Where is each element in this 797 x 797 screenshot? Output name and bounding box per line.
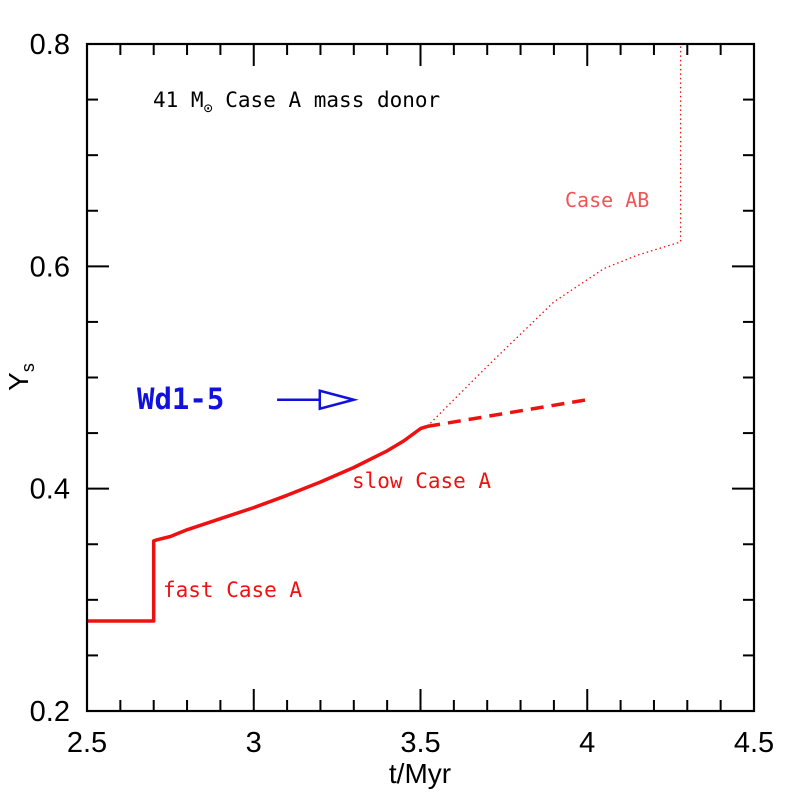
x-tick-label: 4 <box>579 727 595 759</box>
y-tick-labels: 0.2 0.4 0.6 0.8 <box>30 29 70 728</box>
x-tick-labels: 2.5 3 3.5 4 4.5 <box>67 727 774 759</box>
wd1-5-label: Wd1-5 <box>137 382 224 416</box>
x-tick-label: 2.5 <box>67 727 107 759</box>
slow-case-a-label: slow Case A <box>352 469 491 493</box>
tick-marks <box>86 43 755 712</box>
fast-case-a-label: fast Case A <box>163 578 302 602</box>
series-line-dotted <box>426 44 682 427</box>
case-ab-label: Case AB <box>565 188 649 212</box>
series-line-dashed <box>426 397 588 429</box>
x-axis-label: t/Myr <box>389 758 451 789</box>
series-line-solid <box>87 424 428 623</box>
y-tick-label: 0.2 <box>30 696 70 728</box>
x-tick-label: 3.5 <box>400 727 440 759</box>
y-tick-label: 0.8 <box>30 29 70 61</box>
donor-annotation: 41 M⊙ Case A mass donor <box>153 88 440 117</box>
series-group <box>87 44 682 623</box>
x-tick-label: 3 <box>246 727 262 759</box>
x-tick-label: 4.5 <box>734 727 774 759</box>
y-tick-label: 0.4 <box>30 474 70 506</box>
plot-frame <box>85 42 756 713</box>
wd1-5-arrow <box>277 389 359 411</box>
arrow-head <box>318 389 359 411</box>
y-axis-label: Ys <box>3 363 38 391</box>
y-tick-label: 0.6 <box>30 251 70 283</box>
